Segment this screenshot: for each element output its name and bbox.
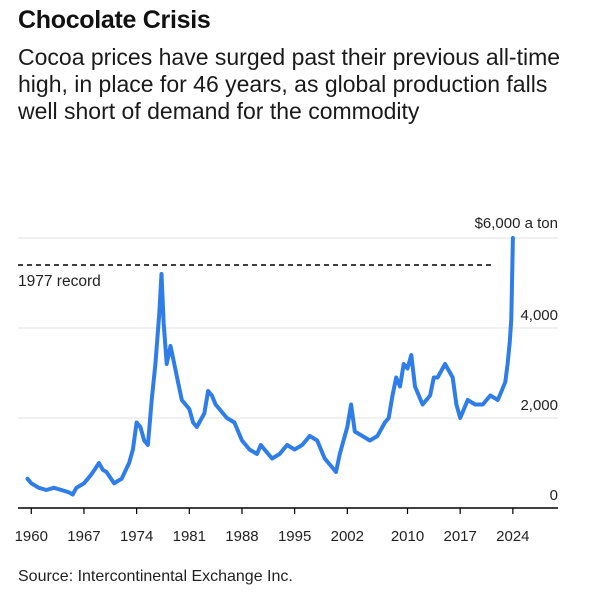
source-note: Source: Intercontinental Exchange Inc. [18, 568, 293, 585]
x-tick-label: 2017 [443, 528, 476, 545]
axes: 1960 1967 1974 1981 1988 1995 2002 2010 2017 2024 [15, 507, 558, 545]
x-tick-label: 2010 [391, 528, 424, 545]
x-tick-label: 2002 [331, 528, 364, 545]
y-tick-label: 0 [550, 487, 558, 504]
x-tick-label: 1988 [225, 528, 258, 545]
record-reference: 1977 record [18, 264, 494, 290]
y-tick-label: $6,000 a ton [475, 215, 558, 232]
record-label: 1977 record [18, 273, 101, 290]
x-tick-label: 2024 [496, 528, 529, 545]
x-tick-label: 1981 [173, 528, 206, 545]
x-tick-label: 1960 [15, 528, 48, 545]
x-tick-label: 1995 [278, 528, 311, 545]
price-series-line [25, 236, 515, 497]
gridlines: 0 2,000 4,000 $6,000 a ton [18, 215, 558, 504]
chart-subtitle: Cocoa prices have surged past their prev… [18, 44, 561, 124]
x-tick-label: 1967 [67, 528, 100, 545]
x-tick-label: 1974 [120, 528, 153, 545]
chart-title: Chocolate Crisis [18, 6, 211, 34]
series-layer [25, 236, 515, 497]
y-tick-label: 4,000 [520, 307, 558, 324]
y-tick-label: 2,000 [520, 397, 558, 414]
